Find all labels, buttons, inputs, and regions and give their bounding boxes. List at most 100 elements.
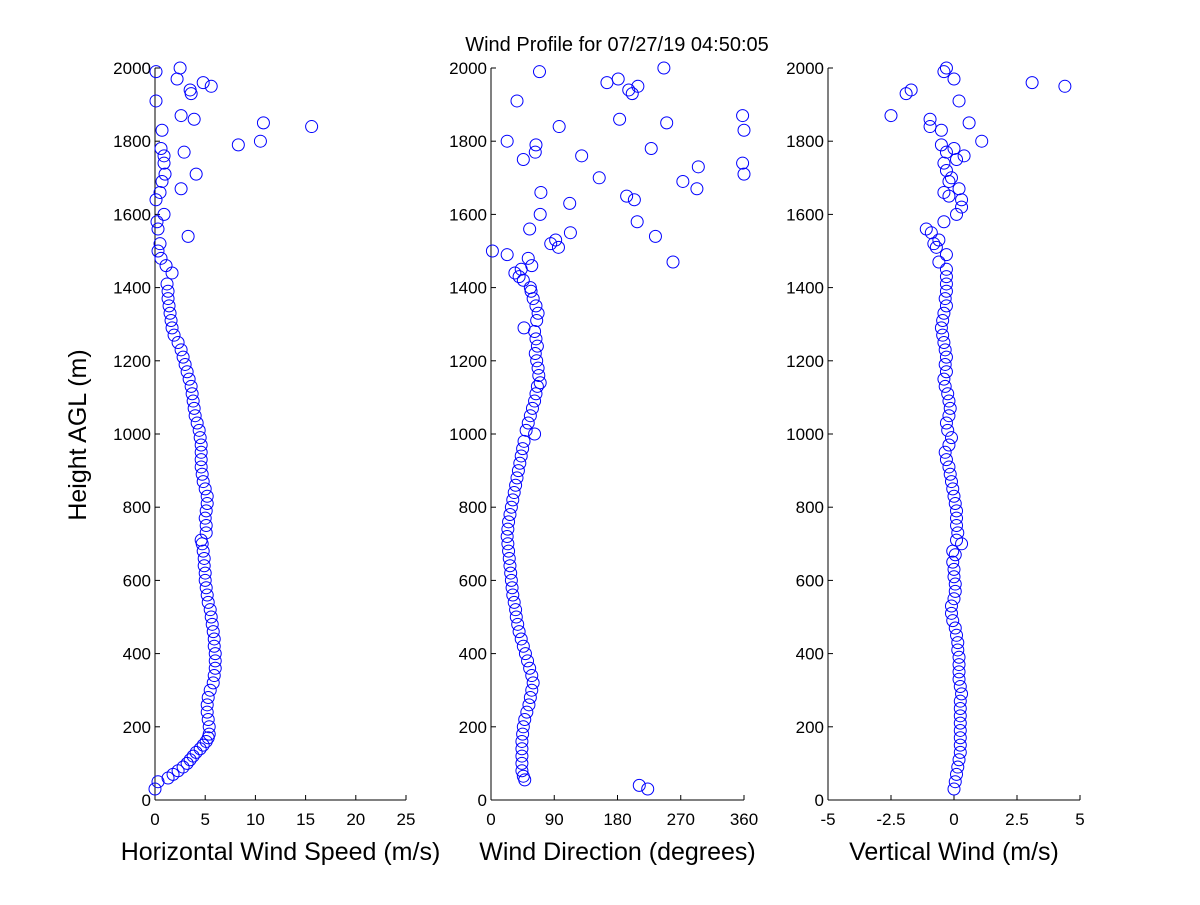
data-point (736, 109, 750, 123)
y-tick-label: 1200 (449, 352, 487, 371)
data-point (947, 489, 961, 503)
data-point (947, 562, 961, 576)
data-point (691, 160, 705, 174)
data-point (942, 460, 956, 474)
data-point (513, 456, 527, 470)
data-point (516, 639, 530, 653)
y-tick-label: 800 (459, 498, 487, 517)
y-tick-label: 1400 (449, 279, 487, 298)
data-point (201, 595, 215, 609)
data-point (929, 240, 943, 254)
data-point (256, 116, 270, 130)
y-tick-label: 200 (796, 718, 824, 737)
data-point (197, 551, 211, 565)
data-point (500, 134, 514, 148)
data-point (196, 544, 210, 558)
data-point (525, 669, 539, 683)
data-point (161, 292, 175, 306)
data-point (549, 233, 563, 247)
data-point (955, 200, 969, 214)
data-point (950, 767, 964, 781)
data-point (194, 445, 208, 459)
data-point (194, 438, 208, 452)
data-point (510, 94, 524, 108)
data-point (952, 753, 966, 767)
data-point (202, 720, 216, 734)
data-point (517, 321, 531, 335)
data-point (253, 134, 267, 148)
data-point (937, 306, 951, 320)
data-point (502, 544, 516, 558)
data-point (953, 723, 967, 737)
data-point (514, 449, 528, 463)
data-point (934, 321, 948, 335)
data-point (518, 647, 532, 661)
data-point (944, 171, 958, 185)
data-point (950, 207, 964, 221)
data-point (205, 617, 219, 631)
data-point (530, 314, 544, 328)
data-point (187, 401, 201, 415)
data-point (528, 427, 542, 441)
data-point (951, 643, 965, 657)
data-point (946, 614, 960, 628)
data-point (196, 475, 210, 489)
data-point (939, 350, 953, 364)
data-point (936, 328, 950, 342)
data-point (939, 163, 953, 177)
data-point (207, 632, 221, 646)
data-point (512, 270, 526, 284)
data-point (159, 259, 173, 273)
data-point (953, 716, 967, 730)
data-point (194, 533, 208, 547)
data-point (953, 694, 967, 708)
data-point (534, 185, 548, 199)
x-tick-label: 10 (246, 810, 265, 829)
y-tick-label: 1800 (449, 132, 487, 151)
data-point (937, 336, 951, 349)
panel-2: 0 200 400 600 800 1000 1200 1400 1600 1800 2000 0 90… (449, 59, 758, 866)
data-point (194, 453, 208, 467)
x-axis-label: Wind Direction (degrees) (479, 838, 756, 866)
data-point (509, 610, 523, 624)
data-point (525, 401, 539, 415)
data-point (529, 332, 543, 346)
y-tick-label: 2000 (449, 59, 487, 78)
y-tick-label: 1400 (113, 279, 151, 298)
data-point (622, 83, 636, 97)
data-point (937, 372, 951, 386)
data-point (521, 654, 535, 668)
data-point (505, 581, 519, 595)
x-tick-label: 0 (486, 810, 495, 829)
data-point (939, 284, 953, 298)
data-point (180, 365, 194, 379)
data-point (186, 749, 200, 763)
data-point (153, 185, 167, 199)
y-tick-label: 0 (142, 791, 151, 810)
data-point (952, 94, 966, 108)
y-tick-label: 200 (123, 718, 151, 737)
data-point (941, 387, 955, 401)
y-tick-label: 400 (459, 645, 487, 664)
data-point (171, 336, 185, 349)
data-point (551, 240, 565, 254)
data-point (530, 354, 544, 368)
y-tick-label: 1200 (113, 352, 151, 371)
data-point (198, 566, 212, 580)
data-point (180, 756, 194, 770)
data-point (948, 621, 962, 635)
data-point (178, 357, 192, 371)
data-point (736, 156, 750, 170)
x-tick-label: 20 (346, 810, 365, 829)
y-tick-label: 1800 (113, 132, 151, 151)
data-point (206, 625, 220, 639)
data-point (500, 529, 514, 543)
data-point (923, 120, 937, 134)
data-point (737, 123, 751, 137)
y-tick-label: 1600 (449, 205, 487, 224)
data-point (944, 475, 958, 489)
y-tick-label: 0 (478, 791, 487, 810)
x-tick-label: 5 (1075, 810, 1084, 829)
data-point (923, 112, 937, 126)
